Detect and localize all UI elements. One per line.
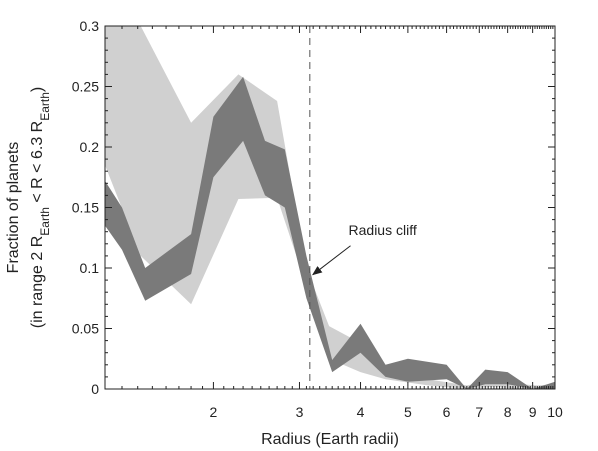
band-1 [105,26,555,389]
annotation-layer: Radius cliff [312,222,417,276]
y-tick-label: 0.3 [80,18,100,34]
x-tick-label: 10 [547,404,563,420]
y-tick-label: 0.05 [72,321,99,337]
x-axis-label: Radius (Earth radii) [261,431,399,448]
y-label-part: (in range 2 R [29,236,46,329]
x-tick-label: 8 [504,404,512,420]
x-tick-label: 2 [210,404,218,420]
x-tick-label: 9 [529,404,537,420]
y-label-part: < R < 6.3 R [29,121,46,207]
y-tick-label: 0 [91,381,99,397]
x-tick-label: 4 [357,404,365,420]
y-tick-label: 0.1 [80,260,100,276]
y-tick-label: 0.15 [72,200,99,216]
bands-layer [105,26,555,390]
y-axis-label-line1: Fraction of planets [5,142,22,274]
annotation-label: Radius cliff [349,222,417,238]
y-label-subscript: Earth [38,207,52,236]
y-tick-label: 0.2 [80,139,100,155]
ticks-layer [105,25,556,390]
annotation-arrow [312,245,351,276]
x-tick-label: 5 [404,404,412,420]
x-tick-label: 3 [296,404,304,420]
tick-labels-layer: 0 0.05 0.1 0.15 0.2 0.25 0.3 2 3 4 5 6 7 8 9 10 [72,18,563,420]
band-2 [105,76,555,390]
y-axis-label-line2: (in range 2 REarth < R < 6.3 REarth) [29,87,52,328]
x-tick-label: 7 [475,404,483,420]
x-tick-label: 6 [443,404,451,420]
y-label-part: ) [29,87,46,92]
y-label-subscript: Earth [38,92,52,121]
y-tick-label: 0.25 [72,79,99,95]
